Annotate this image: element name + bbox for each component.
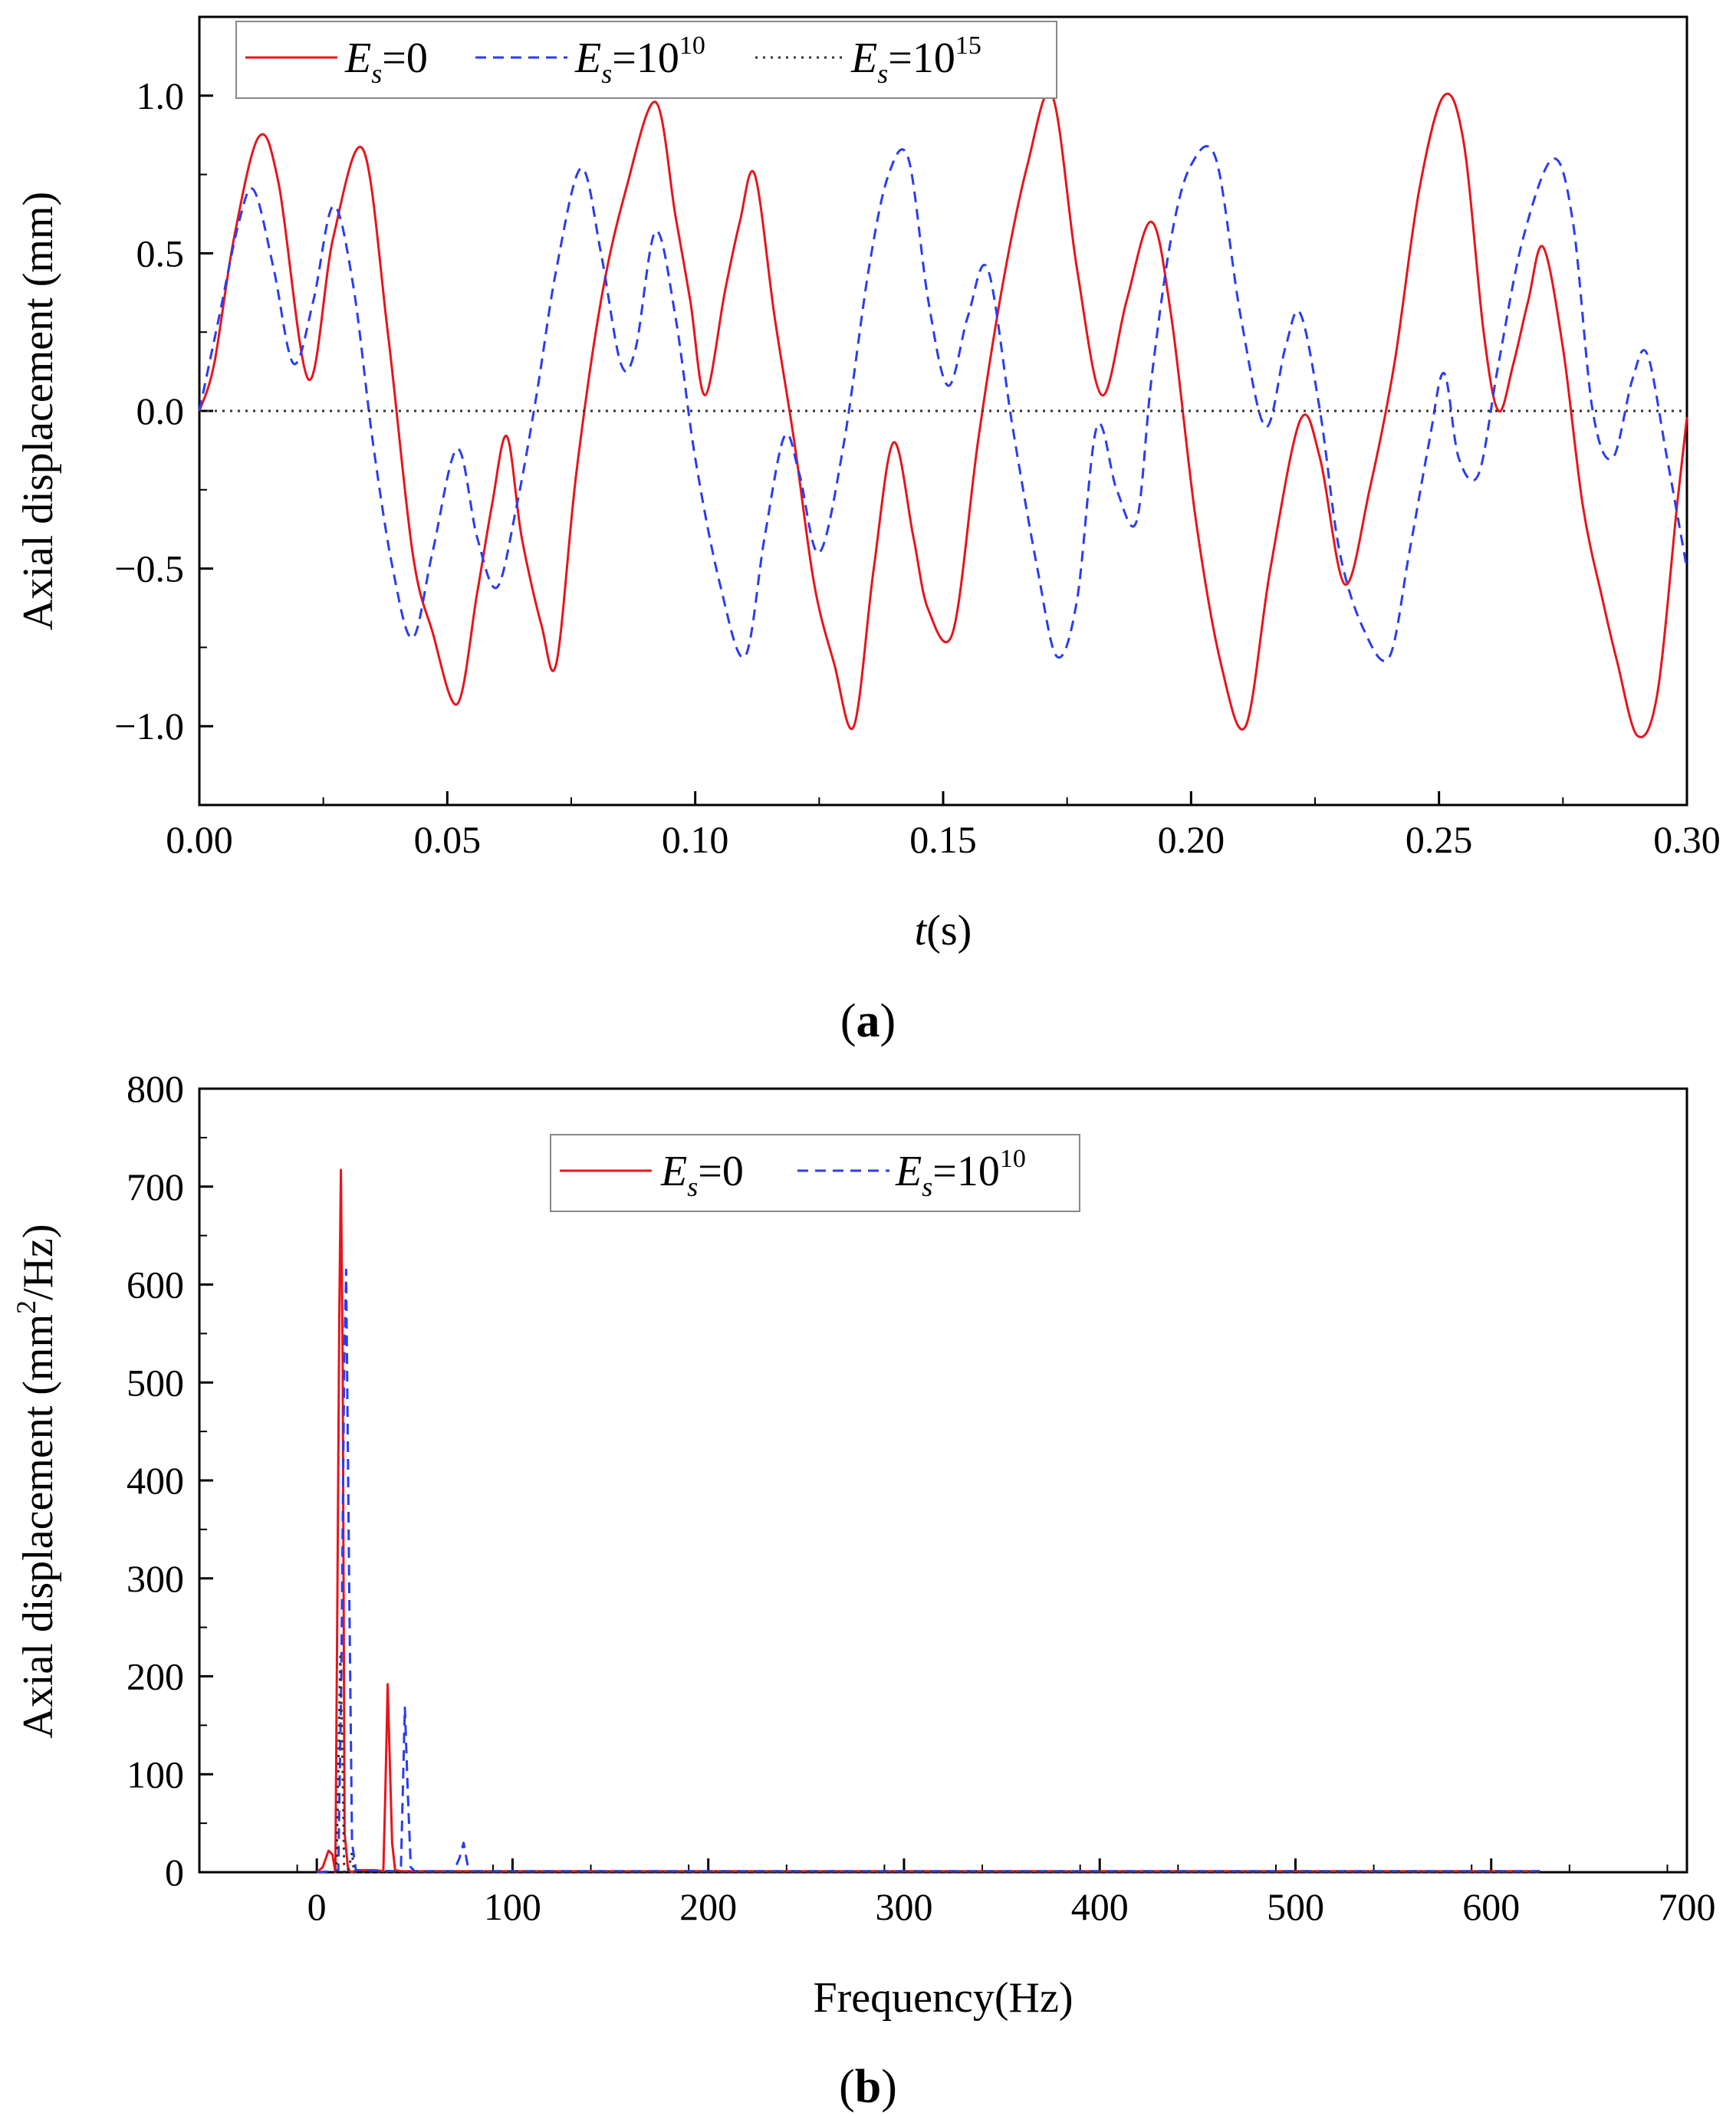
y-axis-label-b: Axial displacement (mm2/Hz) [11, 1224, 62, 1738]
x-tick-label: 0.25 [1406, 818, 1473, 861]
y-tick-label: 0 [165, 1851, 184, 1894]
x-axis-label-var: t [915, 907, 928, 955]
x-tick-label: 0.30 [1653, 818, 1721, 861]
y-axis-label-a: Axial displacement (mm) [15, 192, 62, 630]
y-tick-label: −1.0 [114, 705, 184, 748]
x-tick-label: 0.10 [662, 818, 729, 861]
x-tick-label: 300 [875, 1885, 932, 1928]
y-tick-label: 1.0 [136, 74, 185, 117]
y-tick-label: −0.5 [114, 547, 184, 590]
legend-label-es0: Es=0 [344, 34, 428, 89]
x-tick-label: 600 [1462, 1885, 1520, 1928]
x-tick-label: 0 [307, 1885, 327, 1928]
legend-label-b-es0: Es=0 [660, 1148, 744, 1202]
legend-b: Es=0 Es=1010 [550, 1134, 1080, 1212]
legend-label-es1e10: Es=1010 [574, 31, 705, 89]
x-tick-labels-a: 0.00 0.05 0.10 0.15 0.20 0.25 0.30 [166, 818, 1721, 861]
x-tick-label: 100 [484, 1885, 541, 1928]
series-line-b-2 [335, 1655, 1540, 1874]
legend-label-b-es1e10: Es=1010 [895, 1145, 1026, 1202]
x-axis-label-b: Frequency(Hz) [814, 1974, 1073, 2022]
series-line-b-1 [317, 1268, 1540, 1874]
y-tick-label: 100 [127, 1753, 184, 1796]
legend-box-b [550, 1134, 1080, 1212]
panel-b: 0 100 200 300 400 500 600 700 0 100 200 300 400 500 6… [11, 1067, 1716, 2113]
x-tick-label: 200 [679, 1885, 737, 1928]
series-group-b [316, 1168, 1540, 1874]
x-tick-label: 700 [1659, 1885, 1716, 1928]
x-tick-labels-b: 0 100 200 300 400 500 600 700 [307, 1885, 1716, 1928]
panel-a: 0.00 0.05 0.10 0.15 0.20 0.25 0.30 −1.0 −0.5 0.0… [15, 15, 1721, 1047]
y-tick-labels-b: 0 100 200 300 400 500 600 700 800 [127, 1067, 184, 1894]
series-line-a-1 [198, 145, 1688, 662]
x-tick-label: 0.15 [909, 818, 977, 861]
y-tick-label: 300 [127, 1557, 184, 1600]
series-group-a [198, 91, 1688, 738]
y-tick-label: 200 [127, 1655, 184, 1698]
y-tick-label: 800 [127, 1067, 184, 1110]
y-tick-label: 500 [127, 1361, 184, 1404]
y-tick-label: 0.0 [136, 389, 185, 432]
y-tick-label: 0.5 [136, 232, 185, 274]
panel-label-a: (a) [840, 995, 896, 1047]
series-line-a-0 [198, 91, 1688, 738]
y-tick-labels-a: −1.0 −0.5 0.0 0.5 1.0 [114, 74, 184, 748]
legend-a: Es=0 Es=1010 Es=1015 [235, 21, 1057, 99]
y-tick-label: 400 [127, 1459, 184, 1502]
legend-box-a [235, 21, 1057, 99]
y-tick-label: 700 [127, 1165, 184, 1208]
x-tick-label: 400 [1071, 1885, 1129, 1928]
x-tick-label: 0.05 [414, 818, 482, 861]
x-tick-label: 500 [1267, 1885, 1324, 1928]
panel-label-b: (b) [839, 2061, 897, 2113]
x-tick-label: 0.00 [166, 818, 233, 861]
y-tick-label: 600 [127, 1263, 184, 1306]
series-line-b-0 [316, 1168, 1540, 1874]
x-axis-label-unit: (s) [926, 907, 972, 955]
x-axis-label-a: t(s) [915, 907, 972, 955]
legend-label-es1e15: Es=1015 [850, 31, 981, 89]
x-tick-label: 0.20 [1158, 818, 1225, 861]
